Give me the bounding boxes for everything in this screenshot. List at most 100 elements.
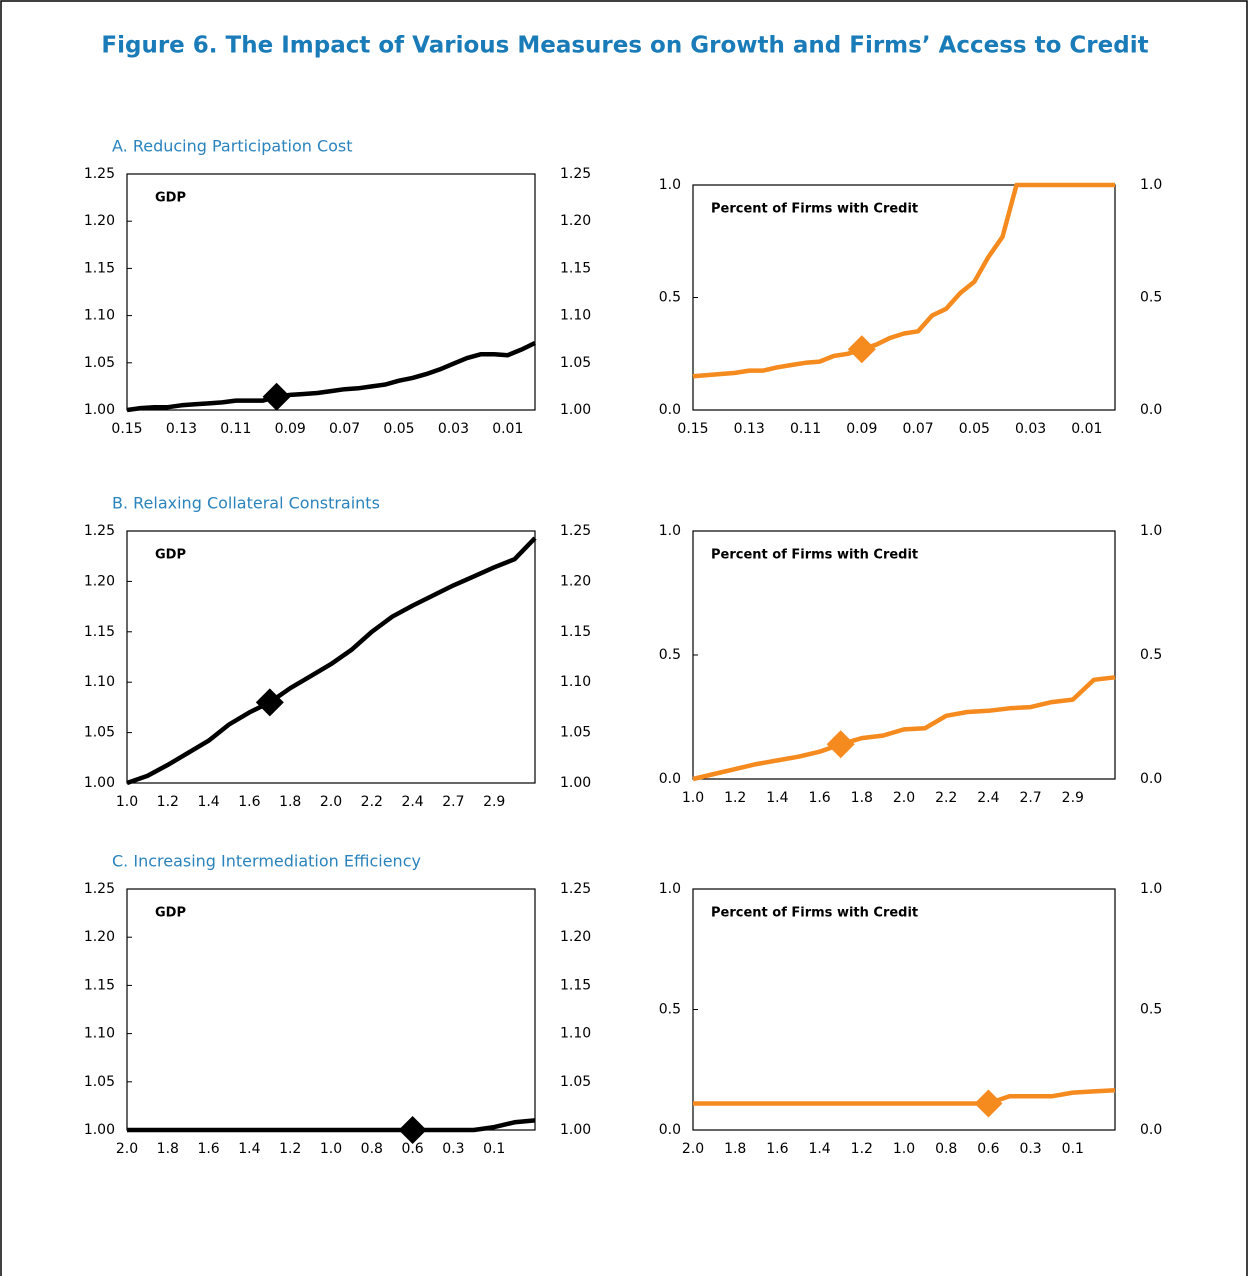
x-tick-label: 1.0 — [116, 794, 138, 810]
x-tick-label: 0.07 — [329, 421, 360, 437]
y-tick-label: 0.0 — [659, 402, 681, 418]
x-tick-label: 0.01 — [1071, 421, 1102, 437]
y-tick-label: 0.0 — [659, 1122, 681, 1138]
y-tick-label: 1.00 — [84, 775, 115, 791]
y-tick-label: 1.05 — [84, 725, 115, 741]
y2-tick-label: 1.0 — [1140, 177, 1162, 193]
chart-title: GDP — [155, 906, 186, 921]
y2-tick-label: 1.10 — [560, 1026, 591, 1042]
y2-tick-label: 1.10 — [560, 308, 591, 324]
x-tick-label: 1.6 — [238, 794, 260, 810]
figure-title: Figure 6. The Impact of Various Measures… — [101, 33, 1148, 59]
x-tick-label: 0.8 — [935, 1141, 957, 1157]
data-line — [692, 182, 1115, 379]
plot-frame — [126, 173, 536, 411]
y2-tick-label: 1.0 — [1140, 881, 1162, 897]
y-tick-label: 1.25 — [84, 166, 115, 182]
x-tick-label: 1.8 — [851, 790, 873, 806]
highlight-marker — [826, 730, 855, 759]
y2-tick-label: 1.25 — [560, 166, 591, 182]
y-tick-label: 1.05 — [84, 1074, 115, 1090]
y-tick-label: 1.25 — [84, 523, 115, 539]
plot-frame — [126, 530, 536, 784]
y-tick-label: 1.10 — [84, 1026, 115, 1042]
x-tick-label: 1.6 — [766, 1141, 788, 1157]
x-tick-label: 0.15 — [111, 421, 142, 437]
x-tick-label: 0.3 — [1019, 1141, 1041, 1157]
panel-title: C. Increasing Intermediation Efficiency — [112, 852, 421, 871]
x-tick-label: 1.4 — [766, 790, 788, 806]
data-line — [127, 1118, 536, 1133]
x-tick-label: 0.6 — [401, 1141, 423, 1157]
panel-title: A. Reducing Participation Cost — [112, 137, 353, 156]
x-tick-label: 0.09 — [275, 421, 306, 437]
y-tick-label: 1.00 — [84, 402, 115, 418]
plot-frame — [692, 888, 1116, 1131]
y-tick-label: 0.5 — [659, 647, 681, 663]
x-tick-label: 1.2 — [279, 1141, 301, 1157]
data-line — [693, 1087, 1116, 1106]
x-tick-label: 0.6 — [977, 1141, 999, 1157]
y-tick-label: 0.5 — [659, 1002, 681, 1018]
data-line — [126, 340, 536, 413]
x-tick-label: 0.07 — [902, 421, 933, 437]
highlight-marker — [255, 688, 284, 717]
x-tick-label: 1.0 — [893, 1141, 915, 1157]
x-tick-label: 0.15 — [677, 421, 708, 437]
x-tick-label: 0.3 — [442, 1141, 464, 1157]
chart-title: GDP — [155, 191, 186, 206]
y2-tick-label: 1.20 — [560, 213, 591, 229]
x-tick-label: 0.01 — [492, 421, 523, 437]
chart-title: Percent of Firms with Credit — [711, 548, 918, 563]
y-tick-label: 1.15 — [84, 624, 115, 640]
y2-tick-label: 1.05 — [560, 1074, 591, 1090]
x-tick-label: 1.4 — [808, 1141, 830, 1157]
y-tick-label: 1.20 — [84, 573, 115, 589]
x-tick-label: 1.2 — [851, 1141, 873, 1157]
y2-tick-label: 0.0 — [1140, 771, 1162, 787]
y-tick-label: 1.0 — [659, 881, 681, 897]
x-tick-label: 1.4 — [197, 794, 219, 810]
x-tick-label: 2.7 — [1019, 790, 1041, 806]
y2-tick-label: 1.25 — [560, 523, 591, 539]
y-tick-label: 1.20 — [84, 213, 115, 229]
y-tick-label: 1.10 — [84, 308, 115, 324]
x-tick-label: 0.09 — [846, 421, 877, 437]
y2-tick-label: 1.0 — [1140, 523, 1162, 539]
x-tick-label: 1.6 — [197, 1141, 219, 1157]
panel-title: B. Relaxing Collateral Constraints — [112, 494, 380, 513]
x-tick-label: 1.0 — [682, 790, 704, 806]
y-tick-label: 1.0 — [659, 523, 681, 539]
y2-tick-label: 1.15 — [560, 260, 591, 276]
x-tick-label: 2.2 — [935, 790, 957, 806]
y2-tick-label: 1.15 — [560, 624, 591, 640]
y2-tick-label: 1.25 — [560, 881, 591, 897]
x-tick-label: 2.4 — [401, 794, 423, 810]
y2-tick-label: 0.0 — [1140, 1122, 1162, 1138]
x-tick-label: 0.05 — [383, 421, 414, 437]
x-tick-label: 2.9 — [1062, 790, 1084, 806]
x-tick-label: 1.0 — [320, 1141, 342, 1157]
y-tick-label: 1.20 — [84, 929, 115, 945]
y-tick-label: 1.10 — [84, 674, 115, 690]
y-tick-label: 0.5 — [659, 290, 681, 306]
y2-tick-label: 1.20 — [560, 573, 591, 589]
x-tick-label: 0.05 — [959, 421, 990, 437]
y2-tick-label: 1.00 — [560, 775, 591, 791]
y2-tick-label: 1.15 — [560, 977, 591, 993]
y2-tick-label: 1.00 — [560, 1122, 591, 1138]
x-tick-label: 0.1 — [1062, 1141, 1084, 1157]
x-tick-label: 0.03 — [1015, 421, 1046, 437]
x-tick-label: 2.4 — [977, 790, 999, 806]
x-tick-label: 2.9 — [483, 794, 505, 810]
highlight-marker — [398, 1116, 427, 1144]
y-tick-label: 0.0 — [659, 771, 681, 787]
chart-title: Percent of Firms with Credit — [711, 202, 918, 217]
x-tick-label: 0.11 — [790, 421, 821, 437]
x-tick-label: 1.8 — [279, 794, 301, 810]
x-tick-label: 0.03 — [438, 421, 469, 437]
y2-tick-label: 0.5 — [1140, 647, 1162, 663]
x-tick-label: 2.7 — [442, 794, 464, 810]
